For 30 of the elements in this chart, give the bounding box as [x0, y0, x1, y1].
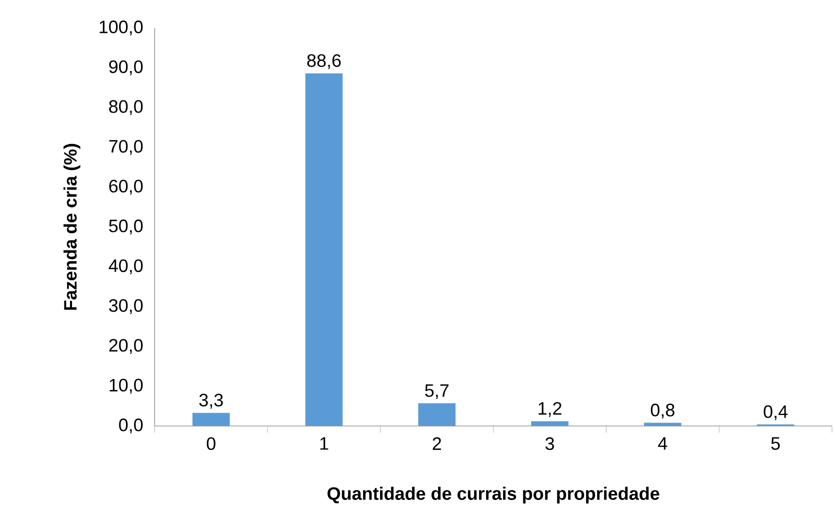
bar [192, 412, 230, 426]
x-tick-label: 2 [432, 437, 442, 450]
y-tick-label: 60,0 [109, 180, 143, 195]
y-axis-title: Fazenda de cria (%) [64, 144, 80, 310]
y-tick-label: 0,0 [119, 418, 143, 434]
bar [644, 422, 682, 426]
x-axis-title: Quantidade de currais por propriedade [328, 486, 660, 504]
x-tick-label: 1 [320, 437, 328, 450]
data-label: 3,3 [199, 394, 223, 409]
y-tick-label: 10,0 [110, 378, 143, 394]
data-label: 0,4 [764, 405, 788, 420]
y-tick-label: 90,0 [109, 60, 143, 76]
data-label: 0,8 [650, 404, 674, 419]
bar [418, 403, 456, 426]
y-tick-label: 70,0 [109, 140, 143, 155]
y-tick-label: 80,0 [109, 100, 143, 116]
y-tick-label: 30,0 [109, 299, 143, 314]
x-tick-label: 3 [545, 437, 554, 450]
y-tick-label: 40,0 [108, 259, 143, 274]
y-tick-label: 20,0 [109, 338, 143, 354]
data-label: 5,7 [425, 384, 449, 400]
data-label: 88,6 [307, 54, 341, 70]
bar [531, 421, 568, 426]
x-tick-label: 5 [771, 437, 780, 450]
x-tick-label: 0 [206, 437, 216, 450]
x-tick-label: 4 [658, 437, 668, 450]
bar [305, 73, 343, 426]
data-label: 1,2 [538, 402, 562, 417]
y-tick-label: 50,0 [109, 220, 143, 234]
y-tick-label: 100,0 [100, 20, 143, 36]
